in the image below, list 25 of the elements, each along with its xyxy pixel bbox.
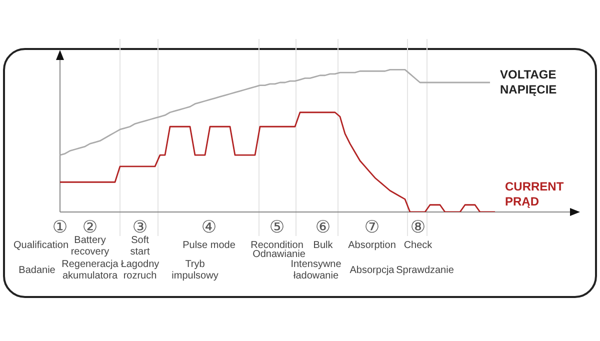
text: Absorpcja xyxy=(350,264,395,276)
text: Badanie xyxy=(18,264,56,276)
series-label: CURRENT PRĄD xyxy=(505,179,564,208)
text: ⑥ xyxy=(315,217,331,238)
text: ⑧ xyxy=(410,217,426,238)
text: Regeneracja akumulatora xyxy=(62,259,119,282)
text: Qualification xyxy=(13,240,69,251)
text: ① xyxy=(52,217,68,238)
text: Tryb impulsowy xyxy=(172,259,218,282)
text: ② xyxy=(82,217,98,238)
text: Soft start xyxy=(130,235,150,258)
text: Łagodny rozruch xyxy=(120,259,160,282)
text: Absorption xyxy=(348,240,396,251)
text: Sprawdzanie xyxy=(396,264,454,276)
text: Intensywne ładowanie xyxy=(290,259,342,282)
text: Pulse mode xyxy=(182,240,236,251)
text: Check xyxy=(404,240,434,251)
text: ⑦ xyxy=(364,217,380,238)
text: Bulk xyxy=(313,240,334,251)
text: ④ xyxy=(201,217,217,238)
text: Recondition xyxy=(250,240,304,251)
series-label: VOLTAGE NAPIĘCIE xyxy=(500,67,557,96)
text: ⑤ xyxy=(269,217,285,238)
text: Odnawianie xyxy=(252,248,306,260)
text: Battery recovery xyxy=(70,235,110,258)
